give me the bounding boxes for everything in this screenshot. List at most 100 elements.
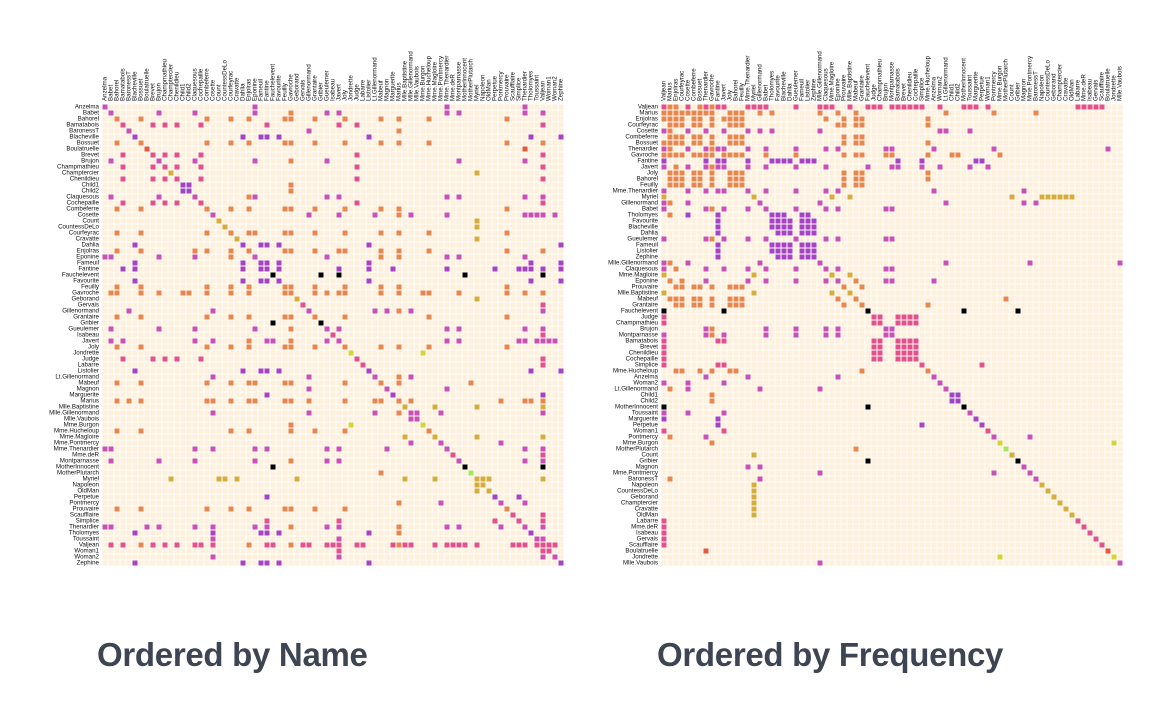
matrix-cell xyxy=(342,398,348,404)
matrix-cell xyxy=(378,398,384,404)
column-label: Pontmercy xyxy=(991,71,998,101)
matrix-cell xyxy=(264,518,270,524)
matrix-cell xyxy=(721,266,727,272)
matrix-cell xyxy=(679,368,685,374)
matrix-cell xyxy=(246,428,252,434)
column-label: Champmathieu xyxy=(162,58,169,101)
row-label: BaronessT xyxy=(628,476,658,483)
matrix-cell xyxy=(931,188,937,194)
matrix-cell xyxy=(817,128,823,134)
matrix-cell xyxy=(552,212,558,218)
matrix-cell xyxy=(661,104,667,110)
matrix-cell xyxy=(883,206,889,212)
matrix-cell xyxy=(667,386,673,392)
matrix-cell xyxy=(456,458,462,464)
column-label: Tholomyes xyxy=(769,71,776,101)
row-label: OldMan xyxy=(636,512,658,519)
matrix-cell xyxy=(673,104,679,110)
matrix-cell xyxy=(943,386,949,392)
matrix-cell xyxy=(198,176,204,182)
matrix-cell xyxy=(288,422,294,428)
matrix-cell xyxy=(853,122,859,128)
matrix-cell xyxy=(114,506,120,512)
matrix-cell xyxy=(805,224,811,230)
matrix-cell xyxy=(444,386,450,392)
column-label: Myriel xyxy=(751,85,758,102)
row-label: Scaufflaire xyxy=(629,542,659,549)
row-label: Marguerite xyxy=(628,416,658,423)
row-label: Mme.Magloire xyxy=(60,434,100,441)
matrix-cell xyxy=(546,338,552,344)
matrix-cell xyxy=(823,326,829,332)
matrix-cell xyxy=(661,308,667,314)
row-label: Gueulemer xyxy=(68,326,99,333)
row-label: Bossuet xyxy=(636,140,659,147)
column-label: Jondrette xyxy=(348,75,355,101)
row-label: Gribier xyxy=(639,458,658,465)
matrix-cell xyxy=(907,320,913,326)
matrix-cell xyxy=(769,212,775,218)
matrix-cell xyxy=(661,206,667,212)
column-label: Brujon xyxy=(883,83,890,101)
matrix-cell xyxy=(288,380,294,386)
matrix-cell xyxy=(949,398,955,404)
row-label: Favourite xyxy=(632,218,658,225)
matrix-cell xyxy=(402,434,408,440)
matrix-cell xyxy=(799,218,805,224)
row-label: Montparnasse xyxy=(60,458,100,465)
matrix-cell xyxy=(697,116,703,122)
matrix-cell xyxy=(366,242,372,248)
matrix-cell xyxy=(360,362,366,368)
matrix-cell xyxy=(727,116,733,122)
matrix-cell xyxy=(456,524,462,530)
matrix-cell xyxy=(895,356,901,362)
matrix-cell xyxy=(805,158,811,164)
row-label: Gillenormand xyxy=(62,308,99,315)
matrix-cell xyxy=(823,278,829,284)
matrix-cell xyxy=(522,458,528,464)
matrix-cell xyxy=(673,170,679,176)
row-label: Prouvaire xyxy=(73,506,100,513)
matrix-cell xyxy=(763,152,769,158)
row-label: Enjolras xyxy=(636,116,658,123)
matrix-cell xyxy=(450,542,456,548)
matrix-cell xyxy=(444,542,450,548)
row-label: Mabeuf xyxy=(78,380,99,387)
matrix-cell xyxy=(661,290,667,296)
matrix-cell xyxy=(853,140,859,146)
matrix-cell xyxy=(330,542,336,548)
row-label: Labarre xyxy=(637,518,659,525)
matrix-cell xyxy=(685,386,691,392)
matrix-cell xyxy=(793,152,799,158)
matrix-cell xyxy=(210,536,216,542)
matrix-cell xyxy=(733,110,739,116)
matrix-cell xyxy=(661,536,667,542)
matrix-cell xyxy=(444,266,450,272)
matrix-cell xyxy=(883,266,889,272)
matrix-cell xyxy=(396,128,402,134)
matrix-cell xyxy=(138,140,144,146)
matrix-cell xyxy=(456,254,462,260)
matrix-cell xyxy=(661,200,667,206)
matrix-cell xyxy=(853,176,859,182)
matrix-cell xyxy=(156,524,162,530)
matrix-cell xyxy=(306,212,312,218)
row-label: Perpetue xyxy=(633,422,659,429)
matrix-cell xyxy=(372,308,378,314)
matrix-cell xyxy=(661,110,667,116)
column-label: Babet xyxy=(763,85,770,101)
column-label: Grantaire xyxy=(312,75,319,101)
matrix-cell xyxy=(324,326,330,332)
column-label: Mme.Hucheloup xyxy=(925,55,932,101)
matrix-cell xyxy=(685,380,691,386)
column-label: Mme.Pontmercy xyxy=(1027,55,1034,101)
matrix-cell xyxy=(444,524,450,530)
matrix-cell xyxy=(943,110,949,116)
matrix-cell xyxy=(859,122,865,128)
row-label: Favourite xyxy=(73,278,99,285)
matrix-cell xyxy=(312,290,318,296)
matrix-cell xyxy=(685,104,691,110)
matrix-cell xyxy=(132,368,138,374)
matrix-cell xyxy=(156,290,162,296)
matrix-cell xyxy=(859,368,865,374)
